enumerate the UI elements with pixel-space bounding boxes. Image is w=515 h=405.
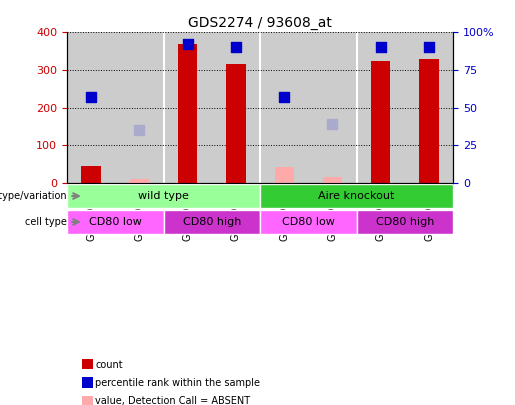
FancyBboxPatch shape [260,184,453,208]
Bar [274,167,294,183]
Bar [67,32,115,183]
Bar [178,44,197,183]
Text: CD80 low: CD80 low [282,217,335,227]
Bar [419,59,439,183]
Point [329,120,337,127]
Bar [115,32,163,183]
Bar [130,179,149,183]
Point [280,94,288,100]
Point [183,40,192,47]
Title: GDS2274 / 93608_at: GDS2274 / 93608_at [188,16,332,30]
Bar [226,64,246,183]
Point [87,94,95,100]
Bar [163,32,212,183]
Text: CD80 low: CD80 low [89,217,142,227]
Text: wild type: wild type [138,191,189,201]
Bar [81,166,101,183]
Text: count: count [95,360,123,369]
Bar [212,32,260,183]
FancyBboxPatch shape [67,184,260,208]
FancyBboxPatch shape [260,210,356,234]
Bar [260,32,308,183]
Bar [356,32,405,183]
Bar [323,177,342,183]
Point [425,43,433,50]
FancyBboxPatch shape [67,210,163,234]
Text: CD80 high: CD80 high [376,217,434,227]
Bar [371,61,390,183]
Text: genotype/variation: genotype/variation [0,191,67,201]
Text: cell type: cell type [25,217,67,227]
Bar [308,32,356,183]
Text: CD80 high: CD80 high [183,217,241,227]
Point [232,43,240,50]
Point [135,126,144,133]
Text: percentile rank within the sample: percentile rank within the sample [95,378,260,388]
Bar [405,32,453,183]
Point [376,43,385,50]
Text: Aire knockout: Aire knockout [318,191,395,201]
FancyBboxPatch shape [356,210,453,234]
FancyBboxPatch shape [163,210,260,234]
Text: value, Detection Call = ABSENT: value, Detection Call = ABSENT [95,396,250,405]
